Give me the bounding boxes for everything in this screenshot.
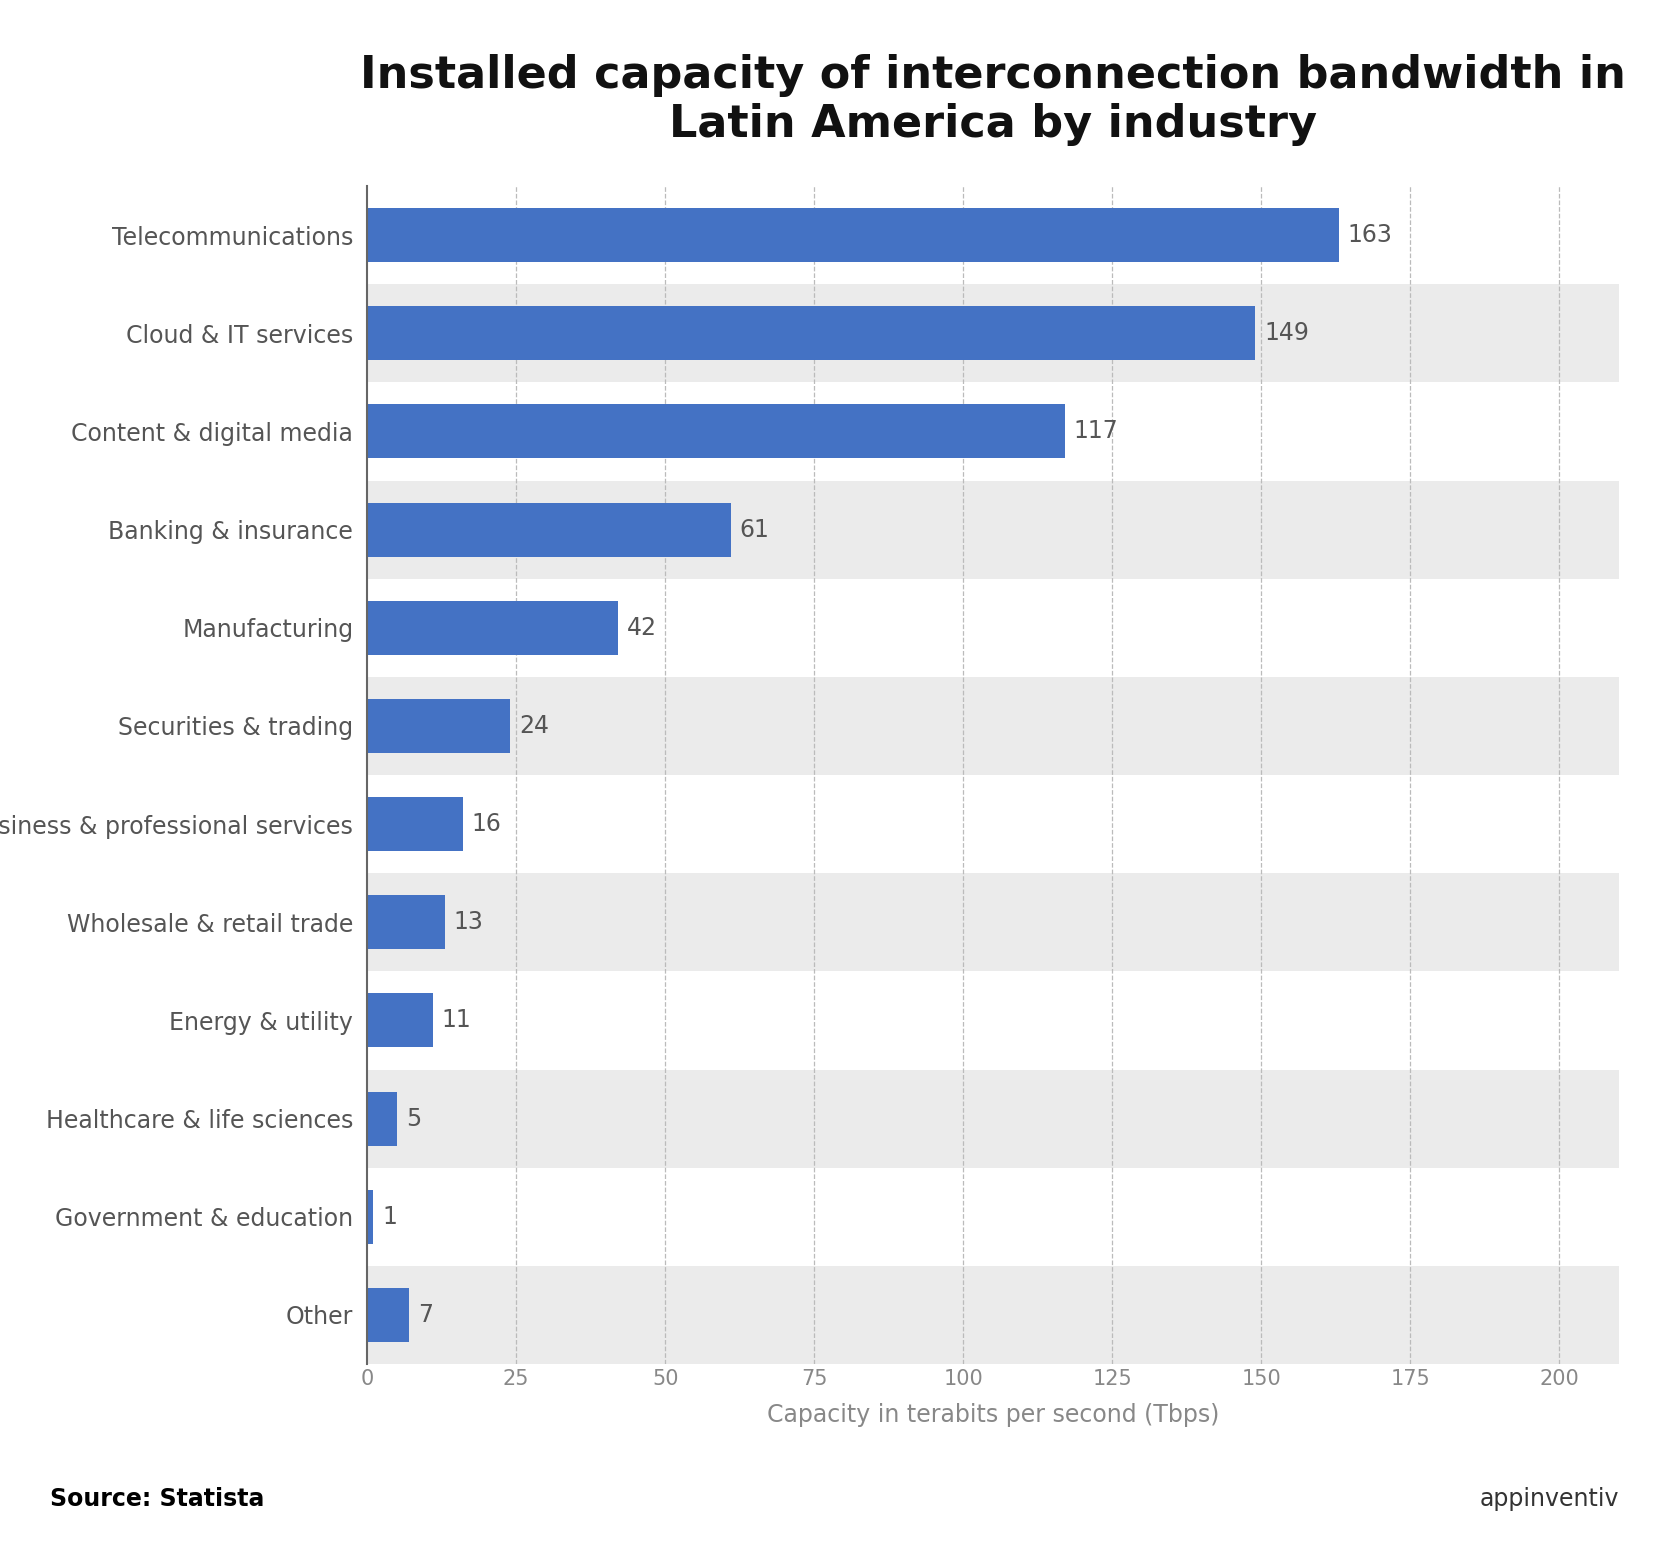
- Title: Installed capacity of interconnection bandwidth in
Latin America by industry: Installed capacity of interconnection ba…: [361, 54, 1626, 146]
- Text: 117: 117: [1073, 420, 1118, 443]
- Bar: [367, 480, 1619, 578]
- X-axis label: Capacity in terabits per second (Tbps): Capacity in terabits per second (Tbps): [766, 1403, 1220, 1426]
- Text: 16: 16: [471, 812, 501, 835]
- Bar: [367, 578, 1619, 677]
- Bar: [367, 284, 1619, 383]
- Bar: [367, 383, 1619, 480]
- Text: 7: 7: [417, 1304, 432, 1327]
- Bar: [367, 775, 1619, 873]
- Text: 61: 61: [739, 518, 769, 541]
- Bar: [367, 307, 1255, 360]
- Text: 5: 5: [406, 1107, 421, 1130]
- Bar: [367, 208, 1339, 262]
- Text: Source: Statista: Source: Statista: [50, 1488, 264, 1511]
- Bar: [367, 873, 1619, 972]
- Text: 163: 163: [1349, 223, 1392, 246]
- Bar: [367, 405, 1065, 459]
- Bar: [367, 601, 618, 654]
- Bar: [367, 896, 444, 949]
- Bar: [367, 1288, 409, 1342]
- Text: 11: 11: [442, 1009, 471, 1032]
- Bar: [367, 677, 1619, 775]
- Bar: [367, 972, 1619, 1070]
- Text: appinventiv: appinventiv: [1479, 1488, 1619, 1511]
- Bar: [367, 1070, 1619, 1167]
- Bar: [367, 1190, 374, 1243]
- Bar: [367, 994, 432, 1048]
- Text: 13: 13: [454, 910, 484, 935]
- Text: 149: 149: [1265, 321, 1308, 346]
- Bar: [367, 502, 731, 556]
- Text: 42: 42: [626, 615, 656, 640]
- Bar: [367, 1167, 1619, 1266]
- Bar: [367, 797, 462, 851]
- Bar: [367, 699, 511, 753]
- Bar: [367, 186, 1619, 284]
- Text: 1: 1: [382, 1204, 397, 1229]
- Bar: [367, 1266, 1619, 1364]
- Text: 24: 24: [519, 715, 549, 738]
- Bar: [367, 1091, 397, 1145]
